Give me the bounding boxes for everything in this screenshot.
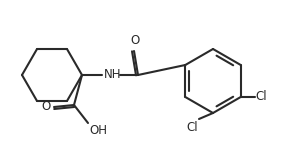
Text: O: O [42, 100, 51, 112]
Text: NH: NH [104, 69, 121, 82]
Text: OH: OH [89, 124, 107, 137]
Text: Cl: Cl [186, 121, 198, 134]
Text: O: O [130, 34, 140, 47]
Text: Cl: Cl [256, 90, 267, 103]
